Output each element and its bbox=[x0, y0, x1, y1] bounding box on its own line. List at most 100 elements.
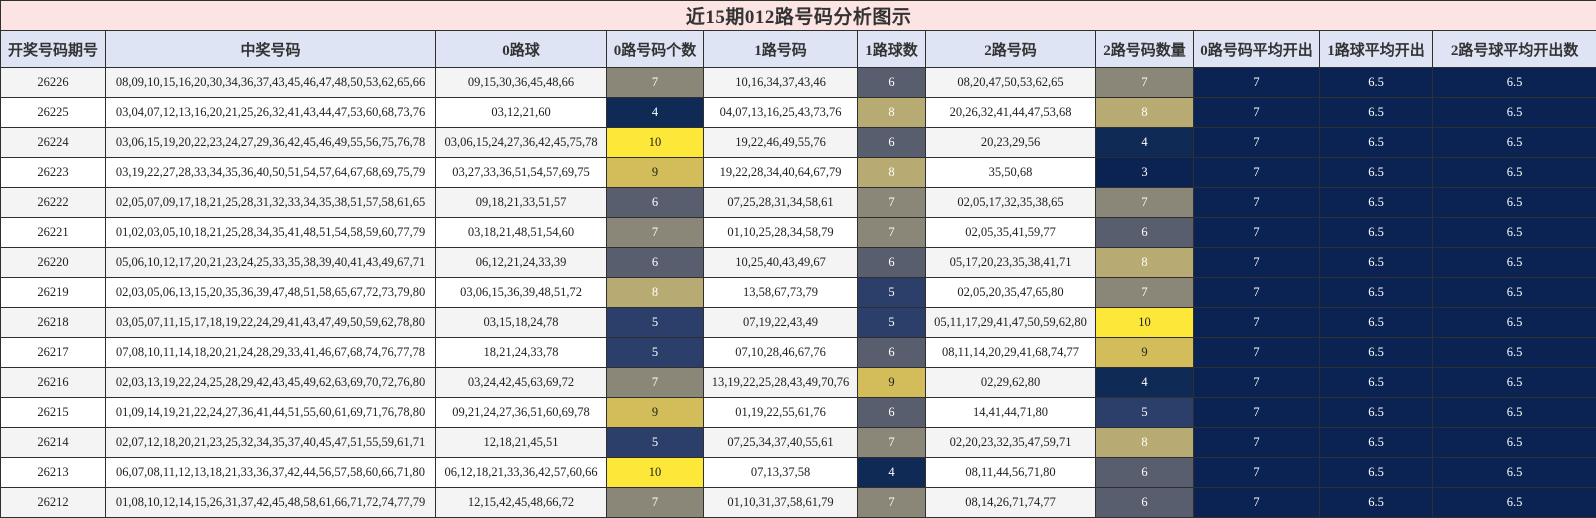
road0-balls-cell: 09,21,24,27,36,51,60,69,78 bbox=[436, 398, 607, 428]
header-road0-average: 0路号码平均开出 bbox=[1194, 31, 1320, 68]
road2-average-cell: 6.5 bbox=[1433, 98, 1596, 128]
road0-count-cell: 10 bbox=[607, 458, 704, 488]
road1-numbers-cell: 19,22,46,49,55,76 bbox=[704, 128, 858, 158]
road2-count-cell: 3 bbox=[1096, 158, 1194, 188]
road2-numbers-cell: 05,17,20,23,35,38,41,71 bbox=[926, 248, 1096, 278]
road2-average-cell: 6.5 bbox=[1433, 68, 1596, 98]
road0-count-cell: 4 bbox=[607, 98, 704, 128]
road0-balls-cell: 06,12,18,21,33,36,42,57,60,66 bbox=[436, 458, 607, 488]
issue-cell: 26224 bbox=[1, 128, 106, 158]
road1-count-cell: 6 bbox=[858, 248, 926, 278]
road1-average-cell: 6.5 bbox=[1320, 308, 1433, 338]
road0-average-cell: 7 bbox=[1194, 338, 1320, 368]
road2-numbers-cell: 08,11,14,20,29,41,68,74,77 bbox=[926, 338, 1096, 368]
winning-numbers-cell: 03,19,22,27,28,33,34,35,36,40,50,51,54,5… bbox=[106, 158, 436, 188]
winning-numbers-cell: 03,05,07,11,15,17,18,19,22,24,29,41,43,4… bbox=[106, 308, 436, 338]
road0-average-cell: 7 bbox=[1194, 398, 1320, 428]
header-road1-count: 1路球数 bbox=[858, 31, 926, 68]
road0-count-cell: 9 bbox=[607, 398, 704, 428]
road2-count-cell: 7 bbox=[1096, 188, 1194, 218]
road1-average-cell: 6.5 bbox=[1320, 98, 1433, 128]
road1-numbers-cell: 04,07,13,16,25,43,73,76 bbox=[704, 98, 858, 128]
road0-balls-cell: 03,24,42,45,63,69,72 bbox=[436, 368, 607, 398]
issue-cell: 26219 bbox=[1, 278, 106, 308]
header-road1-average: 1路球平均开出 bbox=[1320, 31, 1433, 68]
road0-balls-cell: 03,15,18,24,78 bbox=[436, 308, 607, 338]
road1-count-cell: 6 bbox=[858, 398, 926, 428]
road2-average-cell: 6.5 bbox=[1433, 158, 1596, 188]
road1-average-cell: 6.5 bbox=[1320, 458, 1433, 488]
road1-average-cell: 6.5 bbox=[1320, 128, 1433, 158]
header-road0-balls: 0路球 bbox=[436, 31, 607, 68]
header-road1-numbers: 1路号码 bbox=[704, 31, 858, 68]
road1-numbers-cell: 01,19,22,55,61,76 bbox=[704, 398, 858, 428]
winning-numbers-cell: 03,04,07,12,13,16,20,21,25,26,32,41,43,4… bbox=[106, 98, 436, 128]
winning-numbers-cell: 01,02,03,05,10,18,21,25,28,34,35,41,48,5… bbox=[106, 218, 436, 248]
road2-average-cell: 6.5 bbox=[1433, 308, 1596, 338]
road1-numbers-cell: 07,10,28,46,67,76 bbox=[704, 338, 858, 368]
road1-numbers-cell: 07,13,37,58 bbox=[704, 458, 858, 488]
road2-average-cell: 6.5 bbox=[1433, 458, 1596, 488]
road0-balls-cell: 03,06,15,36,39,48,51,72 bbox=[436, 278, 607, 308]
road2-count-cell: 8 bbox=[1096, 248, 1194, 278]
road0-count-cell: 5 bbox=[607, 308, 704, 338]
road1-numbers-cell: 13,19,22,25,28,43,49,70,76 bbox=[704, 368, 858, 398]
road2-count-cell: 10 bbox=[1096, 308, 1194, 338]
road2-average-cell: 6.5 bbox=[1433, 128, 1596, 158]
road1-count-cell: 7 bbox=[858, 428, 926, 458]
road0-average-cell: 7 bbox=[1194, 368, 1320, 398]
road1-numbers-cell: 01,10,25,28,34,58,79 bbox=[704, 218, 858, 248]
road2-average-cell: 6.5 bbox=[1433, 278, 1596, 308]
winning-numbers-cell: 01,08,10,12,14,15,26,31,37,42,45,48,58,6… bbox=[106, 488, 436, 518]
road2-average-cell: 6.5 bbox=[1433, 488, 1596, 518]
header-row: 开奖号码期号 中奖号码 0路球 0路号码个数 1路号码 1路球数 2路号码 2路… bbox=[1, 31, 1596, 68]
issue-cell: 26222 bbox=[1, 188, 106, 218]
road1-average-cell: 6.5 bbox=[1320, 188, 1433, 218]
road2-numbers-cell: 08,20,47,50,53,62,65 bbox=[926, 68, 1096, 98]
road2-numbers-cell: 02,29,62,80 bbox=[926, 368, 1096, 398]
road1-count-cell: 7 bbox=[858, 188, 926, 218]
issue-cell: 26220 bbox=[1, 248, 106, 278]
road2-numbers-cell: 20,23,29,56 bbox=[926, 128, 1096, 158]
road1-average-cell: 6.5 bbox=[1320, 398, 1433, 428]
road1-average-cell: 6.5 bbox=[1320, 338, 1433, 368]
winning-numbers-cell: 07,08,10,11,14,18,20,21,24,28,29,33,41,4… bbox=[106, 338, 436, 368]
road2-average-cell: 6.5 bbox=[1433, 218, 1596, 248]
road0-balls-cell: 06,12,21,24,33,39 bbox=[436, 248, 607, 278]
issue-cell: 26214 bbox=[1, 428, 106, 458]
road2-count-cell: 8 bbox=[1096, 98, 1194, 128]
road1-average-cell: 6.5 bbox=[1320, 278, 1433, 308]
road0-count-cell: 7 bbox=[607, 488, 704, 518]
road0-count-cell: 10 bbox=[607, 128, 704, 158]
road1-count-cell: 9 bbox=[858, 368, 926, 398]
road2-count-cell: 6 bbox=[1096, 218, 1194, 248]
road2-numbers-cell: 02,05,35,41,59,77 bbox=[926, 218, 1096, 248]
road1-average-cell: 6.5 bbox=[1320, 428, 1433, 458]
road2-count-cell: 4 bbox=[1096, 128, 1194, 158]
road2-count-cell: 7 bbox=[1096, 68, 1194, 98]
road0-balls-cell: 12,15,42,45,48,66,72 bbox=[436, 488, 607, 518]
road2-numbers-cell: 35,50,68 bbox=[926, 158, 1096, 188]
road1-numbers-cell: 07,19,22,43,49 bbox=[704, 308, 858, 338]
winning-numbers-cell: 02,05,07,09,17,18,21,25,28,31,32,33,34,3… bbox=[106, 188, 436, 218]
road0-count-cell: 8 bbox=[607, 278, 704, 308]
road1-count-cell: 5 bbox=[858, 278, 926, 308]
road2-count-cell: 6 bbox=[1096, 488, 1194, 518]
issue-cell: 26215 bbox=[1, 398, 106, 428]
road0-average-cell: 7 bbox=[1194, 248, 1320, 278]
road0-balls-cell: 18,21,24,33,78 bbox=[436, 338, 607, 368]
road1-numbers-cell: 07,25,34,37,40,55,61 bbox=[704, 428, 858, 458]
road2-numbers-cell: 05,11,17,29,41,47,50,59,62,80 bbox=[926, 308, 1096, 338]
road0-average-cell: 7 bbox=[1194, 278, 1320, 308]
road2-count-cell: 8 bbox=[1096, 428, 1194, 458]
road1-count-cell: 5 bbox=[858, 308, 926, 338]
issue-cell: 26221 bbox=[1, 218, 106, 248]
road2-average-cell: 6.5 bbox=[1433, 338, 1596, 368]
